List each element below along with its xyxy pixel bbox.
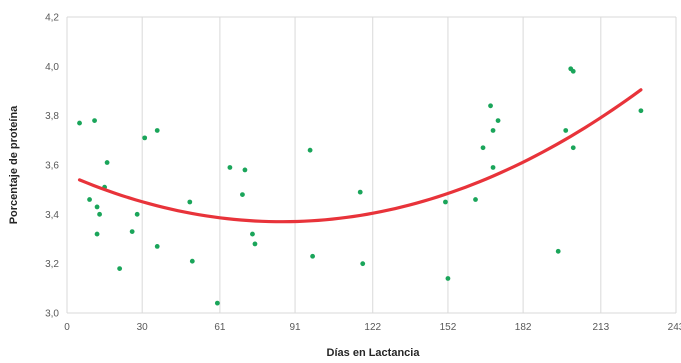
x-tick-label: 213: [592, 322, 609, 333]
data-point: [563, 128, 569, 133]
data-point: [87, 197, 92, 202]
x-tick-label: 182: [515, 322, 532, 333]
data-point: [117, 266, 123, 271]
data-point: [250, 231, 255, 237]
data-point: [445, 276, 451, 281]
data-point: [480, 145, 486, 151]
data-point: [490, 165, 496, 170]
data-point: [187, 199, 193, 205]
y-tick-label: 3,8: [45, 111, 59, 122]
data-point: [443, 199, 448, 205]
data-point: [310, 253, 316, 259]
plot-frame: [67, 16, 676, 314]
data-point: [129, 229, 135, 235]
y-axis-ticks: 3,0 3,2 3,4 3,6 3,8 4,0 4,2: [45, 13, 59, 320]
data-point: [134, 211, 140, 217]
y-tick-label: 4,2: [45, 13, 59, 24]
x-tick-label: 91: [289, 322, 301, 333]
y-tick-label: 3,2: [45, 259, 59, 270]
data-point: [227, 165, 233, 170]
data-point: [104, 160, 110, 165]
x-axis-title: Días en Lactancia: [327, 347, 421, 359]
data-point: [242, 167, 248, 173]
data-point: [154, 128, 160, 133]
data-point: [495, 118, 501, 123]
data-point: [189, 258, 195, 264]
y-tick-label: 3,4: [45, 210, 59, 221]
data-point: [240, 192, 245, 198]
x-axis-ticks: 0 30 61 91 122 152 182 213 243: [64, 322, 681, 333]
data-point: [360, 261, 366, 267]
y-axis-title: Porcentaje de proteína: [8, 105, 20, 224]
data-point: [214, 300, 220, 306]
data-point: [555, 248, 561, 254]
x-tick-label: 0: [64, 322, 70, 333]
data-point: [97, 211, 102, 217]
data-point: [142, 135, 148, 141]
x-tick-label: 30: [137, 322, 149, 333]
data-point: [94, 204, 100, 210]
data-point: [357, 189, 363, 195]
data-point: [570, 145, 576, 151]
data-point: [570, 68, 576, 74]
x-tick-label: 152: [440, 322, 457, 333]
y-tick-label: 4,0: [45, 62, 59, 73]
data-points: [77, 66, 644, 306]
y-tick-label: 3,6: [45, 161, 59, 172]
y-tick-label: 3,0: [45, 309, 59, 320]
data-point: [154, 244, 160, 249]
data-point: [490, 128, 496, 133]
gridlines: [66, 17, 677, 313]
data-point: [307, 147, 313, 153]
x-tick-label: 243: [668, 322, 681, 333]
data-point: [94, 231, 100, 237]
trendline-group: [77, 88, 643, 224]
data-point: [252, 241, 258, 247]
trendline: [77, 88, 643, 224]
data-point: [488, 103, 493, 109]
data-point: [638, 108, 644, 114]
data-point: [77, 120, 82, 126]
data-point: [92, 118, 97, 123]
x-tick-label: 61: [214, 322, 226, 333]
x-tick-label: 122: [364, 322, 381, 333]
data-point: [473, 197, 478, 202]
